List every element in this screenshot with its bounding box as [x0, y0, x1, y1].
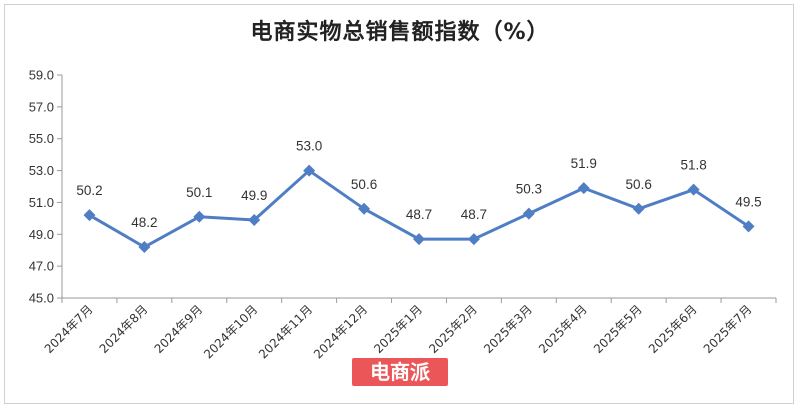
data-label: 50.1 — [186, 185, 212, 200]
data-label: 49.5 — [735, 194, 761, 209]
data-label: 48.2 — [131, 215, 157, 230]
x-tick-label: 2024年8月 — [97, 302, 151, 356]
x-tick-label: 2024年11月 — [256, 302, 315, 361]
data-point-marker — [577, 182, 590, 195]
x-tick-label: 2025年4月 — [536, 302, 590, 356]
data-label: 51.8 — [680, 158, 706, 173]
data-point-marker — [413, 233, 425, 246]
x-tick-label: 2025年5月 — [591, 302, 645, 356]
x-tick-label: 2025年2月 — [426, 302, 480, 356]
y-tick-label: 47.0 — [29, 259, 54, 274]
y-tick-label: 49.0 — [29, 227, 54, 242]
x-tick-label: 2024年12月 — [311, 302, 370, 361]
data-label: 50.2 — [76, 183, 102, 198]
data-point-marker — [193, 210, 206, 223]
x-tick-label: 2025年6月 — [646, 302, 700, 356]
x-tick-label: 2024年9月 — [152, 302, 206, 356]
data-label: 50.6 — [626, 177, 652, 192]
data-point-marker — [467, 233, 480, 246]
data-label: 50.3 — [516, 182, 542, 197]
data-point-marker — [248, 213, 261, 226]
y-tick-label: 51.0 — [29, 195, 54, 210]
x-tick-label: 2025年1月 — [371, 302, 425, 356]
data-label: 48.7 — [461, 207, 487, 222]
watermark-logo: 电商派 — [352, 358, 448, 386]
data-point-marker — [303, 164, 316, 177]
data-point-marker — [138, 241, 151, 254]
y-tick-label: 55.0 — [29, 131, 54, 146]
y-tick-label: 45.0 — [29, 291, 54, 306]
y-tick-label: 59.0 — [29, 68, 54, 83]
data-point-marker — [522, 207, 535, 220]
data-point-marker — [83, 209, 96, 222]
data-label: 48.7 — [406, 207, 432, 222]
data-point-marker — [632, 202, 645, 215]
data-point-marker — [742, 220, 755, 233]
x-tick-label: 2024年10月 — [201, 302, 260, 361]
data-label: 51.9 — [571, 156, 597, 171]
data-label: 53.0 — [296, 139, 322, 154]
x-tick-label: 2025年7月 — [701, 302, 755, 356]
y-tick-label: 53.0 — [29, 163, 54, 178]
data-label: 50.6 — [351, 177, 377, 192]
data-point-marker — [358, 202, 371, 215]
data-label: 49.9 — [241, 188, 267, 203]
x-tick-label: 2025年3月 — [481, 302, 535, 356]
y-tick-label: 57.0 — [29, 99, 54, 114]
chart-title: 电商实物总销售额指数（%） — [250, 20, 550, 45]
data-point-marker — [687, 183, 700, 196]
x-tick-label: 2024年7月 — [42, 302, 96, 356]
chart-frame — [4, 4, 794, 404]
